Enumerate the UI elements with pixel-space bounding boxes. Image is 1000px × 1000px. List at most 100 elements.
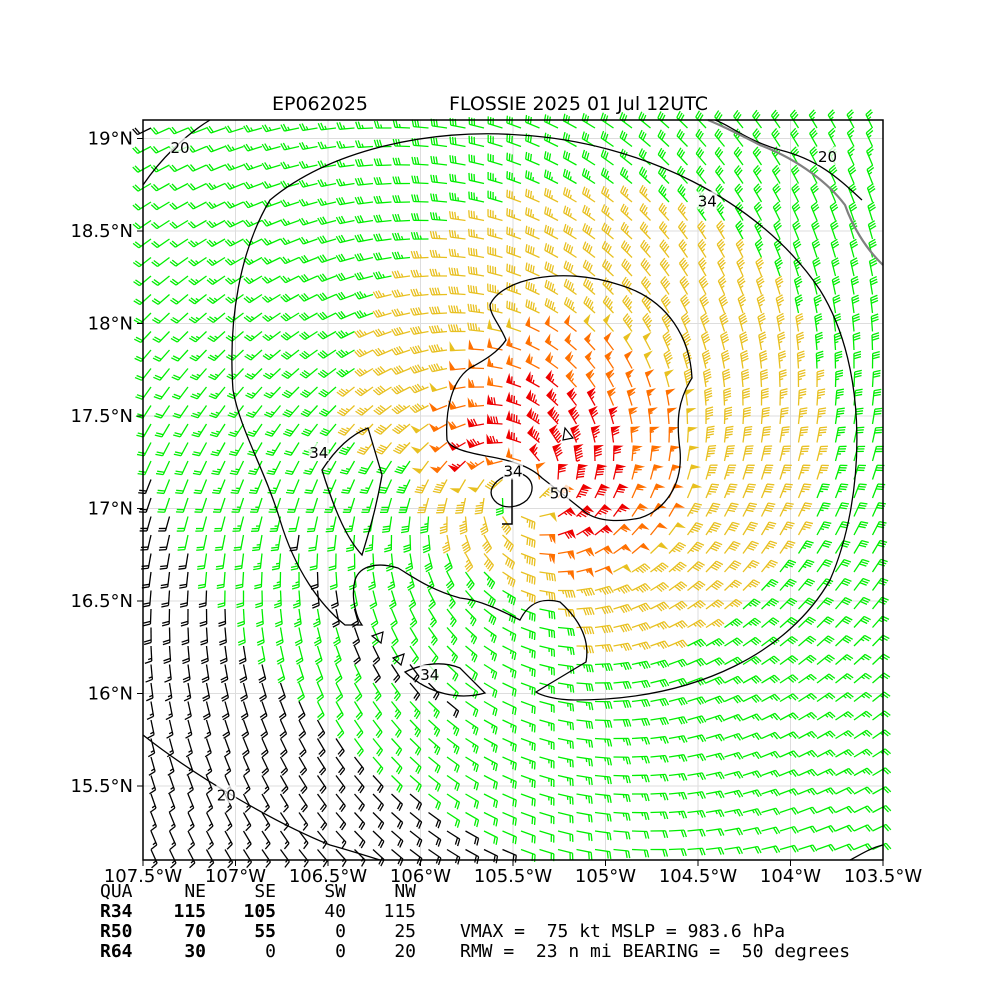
wind-barb: [432, 479, 448, 494]
wind-barb: [479, 516, 489, 536]
wind-barb: [465, 774, 479, 791]
wind-barb: [315, 664, 324, 684]
wind-barb: [871, 445, 884, 462]
wind-barb: [506, 171, 522, 185]
wind-barb: [650, 716, 669, 726]
wind-barb: [187, 145, 207, 153]
wind-barb: [502, 756, 517, 771]
wind-barb: [400, 516, 411, 534]
wind-barb: [224, 849, 234, 869]
wind-barb: [742, 675, 762, 684]
contour-label: 34: [698, 192, 717, 210]
wind-barb: [834, 578, 852, 591]
wind-barb: [169, 201, 189, 210]
wind-barb: [600, 185, 614, 203]
wind-barb: [658, 184, 670, 203]
wind-barb: [761, 826, 781, 835]
wind-barb: [849, 238, 859, 258]
wind-barb: [779, 788, 799, 796]
wind-barb: [465, 793, 480, 809]
wind-barb: [834, 502, 850, 517]
wind-barb: [613, 564, 632, 573]
wind-barb: [335, 234, 355, 244]
wind-barb: [539, 608, 556, 620]
wind-barb: [705, 618, 725, 629]
wind-barb: [544, 351, 559, 370]
wind-barb: [613, 793, 631, 803]
wind-barb: [465, 608, 477, 627]
col-header: SW: [324, 881, 346, 902]
wind-barb: [391, 289, 411, 298]
wind-barb: [298, 330, 318, 341]
wind-barb: [280, 312, 300, 322]
wind-barb: [779, 464, 792, 480]
wind-barb: [576, 774, 593, 786]
wind-barb: [467, 247, 485, 259]
wind-barb: [385, 553, 394, 572]
wind-barb: [871, 502, 886, 517]
wind-barb: [539, 645, 556, 657]
wind-barb: [832, 294, 841, 314]
wind-barb: [372, 645, 381, 665]
wind-barb: [449, 360, 466, 371]
wind-barb: [466, 417, 485, 428]
wind-barb: [668, 522, 686, 536]
wind-barb: [140, 534, 152, 551]
wind-barb: [298, 756, 308, 776]
wind-barb: [261, 219, 281, 227]
wind-barb: [187, 793, 195, 813]
wind-barb: [668, 561, 687, 573]
wind-barb: [742, 656, 762, 666]
table-row: R64 30 0 0 20: [100, 942, 416, 962]
wind-barb: [830, 220, 839, 240]
row-label: R34: [100, 901, 133, 922]
wind-barb: [798, 673, 817, 684]
wind-barb: [613, 661, 632, 671]
wind-barb: [316, 682, 325, 702]
wind-barb: [594, 756, 613, 766]
wind-barb: [262, 312, 281, 322]
wind-barb: [175, 497, 189, 513]
wind-barb: [779, 483, 793, 499]
wind-barb: [871, 539, 888, 554]
wind-barb: [601, 240, 614, 258]
wind-barb: [544, 224, 559, 240]
wind-barb: [359, 479, 374, 494]
wind-barb: [520, 719, 536, 733]
wind-barb: [150, 830, 158, 850]
wind-barb: [601, 204, 614, 222]
wind-barb: [816, 711, 836, 721]
wind-barb: [771, 128, 781, 147]
wind-barb: [352, 627, 361, 647]
wind-barb: [631, 848, 650, 858]
wind-barb: [317, 292, 337, 302]
wind-barb: [366, 553, 375, 572]
wind-barb: [467, 284, 485, 296]
wind-barb: [695, 110, 707, 129]
wind-barb: [834, 521, 850, 536]
wind-barb: [649, 502, 667, 517]
wind-barb: [662, 331, 673, 351]
wind-barb: [705, 809, 725, 818]
wind-barb: [594, 811, 612, 822]
wind-barb: [245, 405, 263, 418]
wind-barb: [169, 275, 189, 286]
wind-barb: [429, 382, 448, 393]
wind-barb: [742, 713, 762, 721]
wind-barb: [505, 428, 522, 444]
wind-barb: [372, 701, 383, 720]
wind-barb: [506, 245, 522, 259]
wind-barb: [132, 201, 152, 211]
wind-barb: [742, 464, 755, 480]
wind-barb: [525, 207, 540, 222]
wind-barb: [760, 502, 776, 517]
wind-barb: [280, 218, 300, 227]
wind-barb: [539, 512, 557, 523]
wind-barb: [391, 251, 411, 260]
wind-barb: [831, 275, 841, 295]
wind-barb: [774, 257, 783, 277]
wind-barb: [206, 275, 226, 286]
wind-barb: [798, 787, 818, 796]
wind-barb: [835, 711, 854, 721]
wind-barb: [373, 404, 392, 416]
